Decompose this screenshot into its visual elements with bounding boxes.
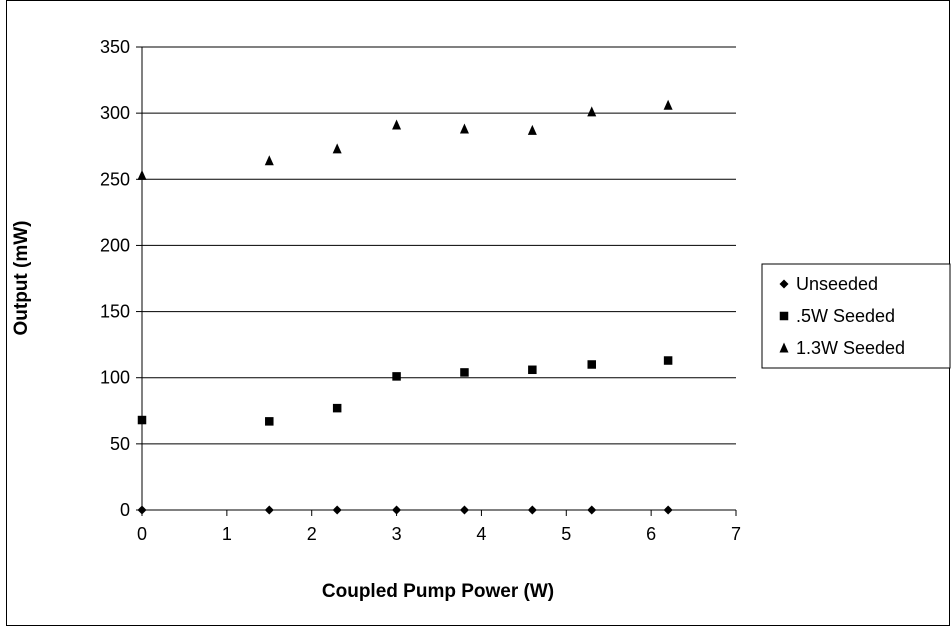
point-unseeded bbox=[264, 505, 274, 515]
point-1-3w-seeded bbox=[459, 123, 469, 134]
x-tick-label: 6 bbox=[646, 524, 656, 544]
x-tick-label: 3 bbox=[392, 524, 402, 544]
x-axis-title: Coupled Pump Power (W) bbox=[322, 581, 554, 602]
point-1-3w-seeded bbox=[332, 143, 342, 154]
legend-box bbox=[761, 263, 951, 369]
point-5w-seeded bbox=[460, 368, 469, 377]
point-unseeded bbox=[459, 505, 469, 515]
point-1-3w-seeded bbox=[527, 124, 537, 135]
y-axis-title: Output (mW) bbox=[11, 220, 32, 335]
legend-marker-5w-seeded bbox=[779, 311, 789, 321]
legend-marker-unseeded bbox=[779, 279, 789, 289]
y-tick-label: 150 bbox=[100, 302, 130, 322]
point-1-3w-seeded bbox=[137, 169, 147, 180]
legend-label-unseeded: Unseeded bbox=[796, 274, 878, 294]
point-unseeded bbox=[332, 505, 342, 515]
point-unseeded bbox=[587, 505, 597, 515]
point-5w-seeded bbox=[587, 360, 596, 369]
x-tick-label: 1 bbox=[222, 524, 232, 544]
y-tick-label: 250 bbox=[100, 169, 130, 189]
point-1-3w-seeded bbox=[587, 106, 597, 117]
x-tick-label: 5 bbox=[561, 524, 571, 544]
point-unseeded bbox=[663, 505, 673, 515]
gridlines bbox=[142, 46, 736, 445]
x-tick-label: 4 bbox=[476, 524, 486, 544]
point-5w-seeded bbox=[663, 356, 673, 365]
y-tick-label: 0 bbox=[120, 500, 130, 520]
point-5w-seeded bbox=[265, 417, 274, 426]
point-unseeded bbox=[137, 505, 147, 515]
legend-label-1-3w-seeded: 1.3W Seeded bbox=[796, 338, 905, 358]
point-5w-seeded bbox=[392, 372, 401, 381]
x-tick-label: 7 bbox=[731, 524, 741, 544]
y-tick-label: 50 bbox=[110, 434, 130, 454]
legend-marker-1-3w-seeded bbox=[779, 342, 789, 353]
point-5w-seeded bbox=[137, 415, 147, 425]
point-1-3w-seeded bbox=[264, 155, 274, 166]
legend-label-5w-seeded: .5W Seeded bbox=[796, 306, 895, 326]
y-tick-labels: 0 50 100 150 200 250 300 350 bbox=[100, 37, 130, 520]
point-unseeded bbox=[392, 505, 402, 515]
point-1-3w-seeded bbox=[663, 99, 673, 110]
legend: Unseeded .5W Seeded 1.3W Seeded bbox=[761, 263, 951, 369]
x-tick-label: 2 bbox=[307, 524, 317, 544]
point-5w-seeded bbox=[528, 365, 537, 375]
y-tick-label: 100 bbox=[100, 368, 130, 388]
y-tick-label: 350 bbox=[100, 37, 130, 57]
point-1-3w-seeded bbox=[392, 119, 402, 130]
point-unseeded bbox=[527, 505, 537, 515]
y-tick-label: 200 bbox=[100, 235, 130, 255]
x-tick-labels: 0 1 2 3 4 5 6 7 bbox=[137, 524, 741, 544]
x-tick-label: 0 bbox=[137, 524, 147, 544]
axes bbox=[136, 46, 737, 516]
data-points bbox=[137, 99, 673, 515]
y-tick-label: 300 bbox=[100, 103, 130, 123]
point-5w-seeded bbox=[332, 403, 342, 413]
